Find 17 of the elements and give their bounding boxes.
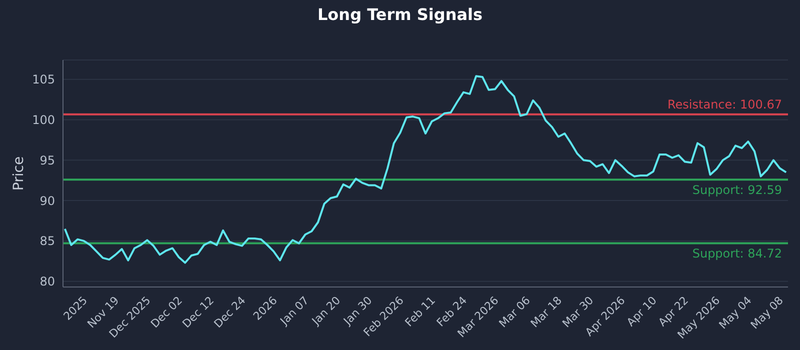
y-tick-label: 90 bbox=[40, 194, 55, 208]
y-tick-label: 95 bbox=[40, 153, 55, 168]
ref-line-label: Resistance: 100.67 bbox=[667, 97, 782, 112]
y-axis-title: Price bbox=[10, 156, 27, 191]
y-tick-label: 85 bbox=[40, 234, 55, 248]
ref-line-label: Support: 84.72 bbox=[692, 246, 782, 261]
line-series bbox=[64, 75, 788, 264]
y-tick-label: 100 bbox=[32, 113, 55, 128]
x-tick-label: Feb 11 bbox=[402, 294, 438, 330]
x-tick-label: Dec 24 bbox=[212, 294, 248, 331]
x-tick-label: Jan 20 bbox=[308, 294, 344, 328]
ref-line-label: Support: 92.59 bbox=[692, 183, 782, 198]
y-tick-label: 80 bbox=[40, 274, 55, 289]
y-tick-label: 105 bbox=[32, 72, 55, 87]
chart-title: Long Term Signals bbox=[316, 5, 484, 24]
x-tick-label: Jan 07 bbox=[277, 294, 312, 328]
x-tick-label: Apr 10 bbox=[624, 294, 660, 329]
